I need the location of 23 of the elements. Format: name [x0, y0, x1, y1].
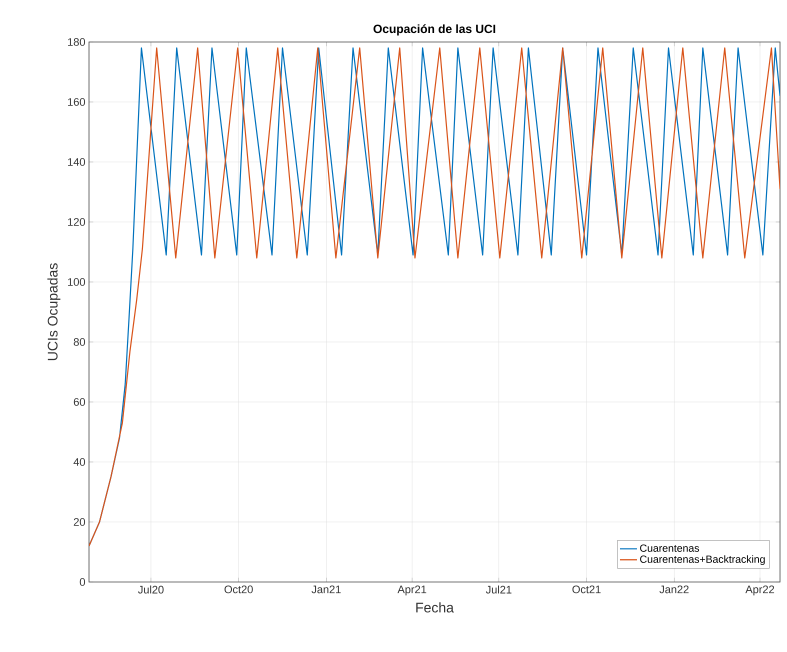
x-tick-label: Jan22 [659, 586, 689, 594]
x-tick-label: Jan21 [312, 586, 341, 594]
x-axis-title: Fecha [416, 602, 454, 613]
x-tick-label: Oct20 [224, 586, 253, 594]
y-tick-label: 80 [74, 338, 86, 346]
x-tick-label: Apr21 [398, 586, 426, 596]
x-tick-label: Jul20 [138, 586, 164, 594]
x-tick-label: Jul21 [486, 586, 512, 594]
y-axis-title: UCIs Ocupadas [47, 263, 60, 360]
x-tick-label: Oct21 [572, 586, 601, 594]
y-tick-label: 160 [68, 98, 86, 106]
y-tick-label: 0 [80, 578, 86, 586]
y-tick-label: 60 [74, 398, 86, 406]
x-tick-label: Apr22 [745, 586, 774, 596]
y-tick-label: 180 [68, 38, 86, 46]
y-tick-label: 100 [68, 278, 86, 286]
legend-label: Cuarentenas [640, 544, 700, 552]
y-tick-label: 140 [68, 158, 86, 166]
y-tick-label: 40 [74, 458, 86, 466]
legend-label: Cuarentenas+Backtracking [640, 555, 765, 565]
y-tick-label: 20 [74, 518, 86, 526]
y-tick-label: 120 [68, 218, 86, 226]
chart-title: Ocupación de las UCI [374, 24, 496, 36]
